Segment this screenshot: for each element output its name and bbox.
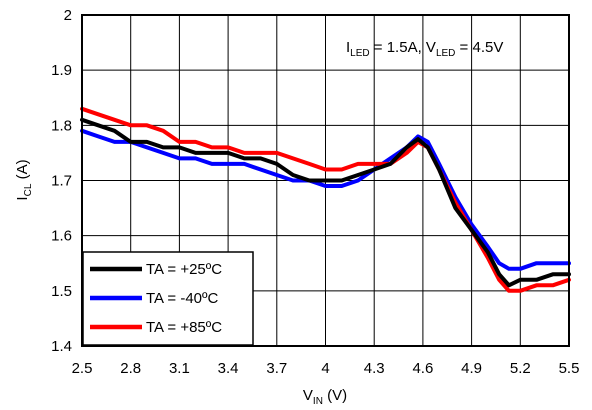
x-tick-label: 3.1 [169,360,190,377]
x-tick-label: 4.6 [412,360,433,377]
y-tick-label: 1.6 [51,228,72,245]
annotation: ILED = 1.5A, VLED = 4.5V [346,39,503,59]
x-tick-label: 4 [321,360,329,377]
y-tick-label: 1.7 [51,173,72,190]
x-tick-label: 4.9 [461,360,482,377]
x-tick-label: 2.5 [72,360,93,377]
x-tick-label: 5.2 [510,360,531,377]
legend-label-85c: TA = +85ºC [146,319,222,336]
x-tick-labels: 2.5 2.8 3.1 3.4 3.7 4 4.3 4.6 4.9 5.2 5.5 [72,360,580,377]
y-tick-label: 1.5 [51,283,72,300]
y-axis-label: ICL (A) [14,159,34,200]
y-axis-label-sub: CL [23,183,34,196]
x-tick-label: 3.4 [218,360,239,377]
x-axis-label-sub: IN [313,396,323,407]
y-tick-label: 1.8 [51,117,72,134]
legend-label-25c: TA = +25ºC [146,261,222,278]
x-tick-label: 5.5 [559,360,580,377]
legend-label-m40c: TA = -40ºC [146,290,218,307]
y-tick-labels: 1.4 1.5 1.6 1.7 1.8 1.9 2 [51,7,72,355]
x-tick-label: 3.7 [266,360,287,377]
y-tick-label: 2 [64,7,72,24]
legend: TA = +25ºC TA = -40ºC TA = +85ºC [83,252,253,345]
x-axis-label: VIN (V) [303,387,347,407]
x-tick-label: 4.3 [364,360,385,377]
y-tick-label: 1.9 [51,62,72,79]
y-tick-label: 1.4 [51,338,72,355]
x-tick-label: 2.8 [120,360,141,377]
